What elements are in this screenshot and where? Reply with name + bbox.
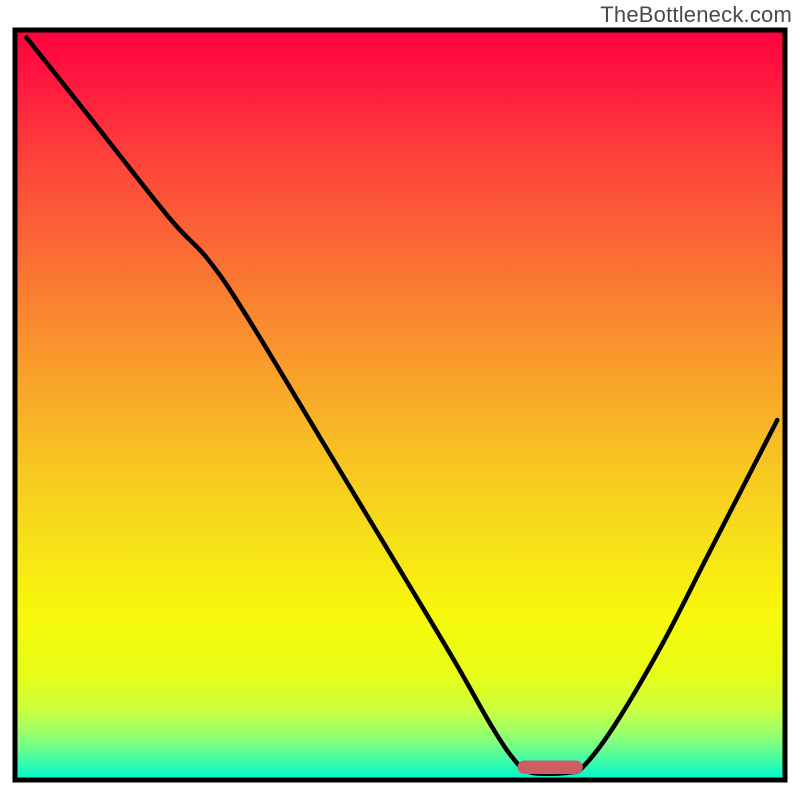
- chart-container: TheBottleneck.com: [0, 0, 800, 800]
- gradient-background: [15, 30, 785, 780]
- watermark-text: TheBottleneck.com: [600, 2, 792, 28]
- bottleneck-chart: [0, 0, 800, 800]
- optimal-zone-marker: [517, 761, 582, 775]
